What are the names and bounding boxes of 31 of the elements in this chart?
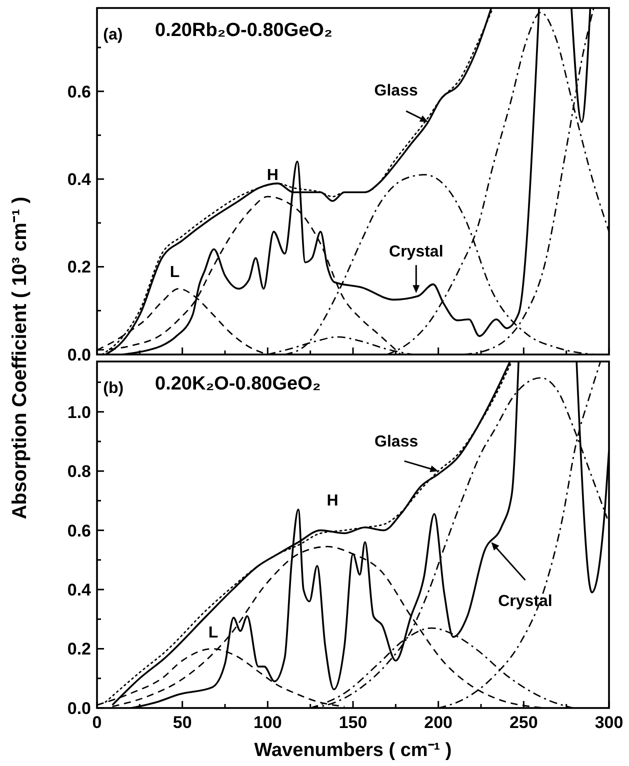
y-tick-label: 0.6 [67,521,91,540]
annotation: (b) [103,380,124,398]
y-tick-label: 0.0 [67,345,91,364]
y-tick-label: 0.0 [67,698,91,718]
y-tick-label: 0.8 [67,462,91,482]
y-tick-label: 0.4 [67,170,92,190]
annotation: H [326,492,338,510]
x-tick-label: 300 [594,713,624,732]
annotation: Glass [374,82,418,100]
x-tick-label: 100 [253,713,282,732]
annotation: L [170,264,180,281]
x-tick-label: 150 [338,713,368,732]
x-axis-title: Wavenumbers ( cm⁻¹ ) [254,740,452,761]
annotation: H [266,166,278,184]
y-tick-label: 0.4 [67,580,92,600]
y-tick-label: 0.6 [67,82,91,102]
x-tick-label: 50 [172,713,192,732]
x-tick-label: 0 [92,713,102,732]
y-axis-title: Absorption Coefficient ( 10³ cm⁻¹ ) [9,196,31,520]
y-tick-label: 0.2 [67,640,91,659]
annotation: Glass [374,434,418,451]
annotation: L [208,624,218,642]
y-tick-label: 0.2 [67,258,91,277]
annotation: (a) [103,26,123,44]
annotation: Crystal [389,244,444,261]
x-tick-label: 250 [509,713,538,732]
x-tick-label: 200 [424,713,453,732]
text: 0.20K₂O-0.80GeO₂ [155,374,321,394]
y-tick-label: 1.0 [67,402,91,422]
annotation: Crystal [498,592,552,610]
text: 0.20Rb₂O-0.80GeO₂ [155,20,332,41]
